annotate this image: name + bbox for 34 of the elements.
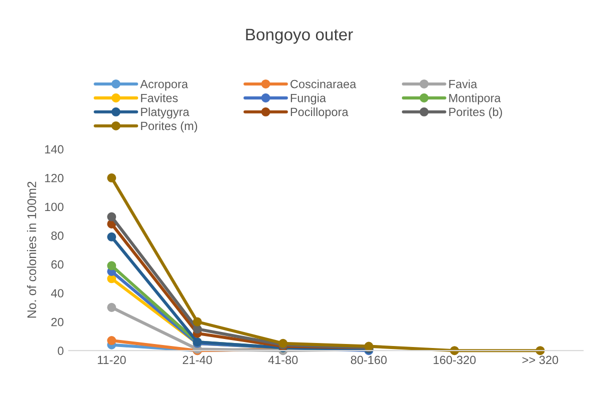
y-tick-label: 0 (58, 346, 64, 356)
legend-label: Porites (b) (449, 107, 502, 118)
legend-label: Acropora (140, 80, 188, 91)
legend-label: Coscinaraea (290, 80, 356, 88)
y-tick-label: 120 (45, 174, 64, 182)
legend-label: Pocillopora (290, 107, 348, 118)
legend-label: Fungia (290, 94, 326, 105)
y-axis-title: No. of colonies in 100m2 (27, 182, 36, 318)
point (107, 212, 116, 222)
x-tick-label: 21-40 (182, 356, 212, 364)
x-tick-label: 41-80 (268, 356, 298, 364)
x-tick-label: >> 320 (522, 356, 558, 364)
chart-title: Bongoyo outer (246, 28, 353, 44)
legend-label: Favites (141, 94, 178, 102)
x-tick-label: 160-320 (434, 356, 476, 364)
point (107, 173, 116, 182)
point (107, 302, 116, 312)
point (107, 261, 116, 270)
legend-label: Montipora (449, 94, 501, 105)
y-tick-label: 60 (51, 260, 64, 269)
legend-label: Porites (m) (141, 121, 198, 132)
x-tick-label: 11-20 (98, 356, 126, 364)
y-tick-label: 100 (45, 202, 64, 212)
point (107, 232, 116, 242)
point (192, 317, 202, 326)
x-tick-label: 80-160 (350, 356, 387, 364)
legend-label: Favia (449, 80, 478, 88)
y-tick-label: 40 (51, 289, 64, 298)
legend-label: Platygyra (141, 107, 190, 118)
y-tick-label: 80 (51, 232, 64, 240)
y-tick-label: 140 (45, 145, 64, 154)
point (107, 336, 116, 346)
y-tick-label: 20 (51, 318, 64, 326)
point (192, 324, 202, 334)
